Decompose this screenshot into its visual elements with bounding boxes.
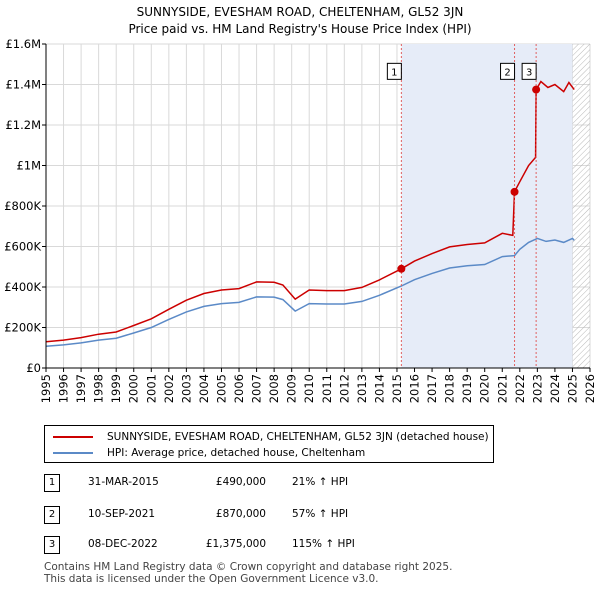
y-tick-label: £0 — [26, 361, 41, 375]
sale-hpi-delta: 57% ↑ HPI — [292, 508, 349, 520]
sale-1-point — [397, 264, 406, 273]
y-tick-label: £800K — [4, 199, 41, 213]
x-tick-label: 2010 — [302, 374, 316, 403]
price-chart: 1 2 3 £0 £200K £400K £600K £800K £1M £1.2M £1.4M £… — [4, 37, 597, 403]
x-tick-label: 1999 — [109, 374, 123, 403]
footer-copyright: Contains HM Land Registry data © Crown c… — [44, 561, 453, 573]
sale-price: £490,000 — [215, 476, 266, 488]
x-tick-label: 2002 — [162, 374, 176, 403]
sale-2-label: 2 — [504, 67, 510, 78]
x-tick-label: 2014 — [372, 374, 386, 403]
x-tick-label: 2015 — [390, 374, 404, 403]
y-tick-label: £1.4M — [5, 78, 41, 92]
hpi-series-line — [45, 237, 575, 348]
y-tick-label: £400K — [4, 280, 41, 294]
sale-2-point — [510, 187, 519, 196]
x-tick-label: 2000 — [127, 374, 141, 403]
y-tick-label: £1M — [16, 159, 41, 173]
x-tick-label: 2020 — [478, 374, 492, 403]
sale-1-label-box — [386, 62, 402, 80]
x-tick-label: 2025 — [565, 374, 579, 403]
y-tick-label: £600K — [4, 240, 41, 254]
chart-title: SUNNYSIDE, EVESHAM ROAD, CHELTENHAM, GL5… — [136, 5, 464, 19]
x-tick-label: 1997 — [74, 374, 88, 403]
property-series-line — [45, 80, 575, 343]
y-tick-label: £1.2M — [5, 118, 41, 132]
sale-hpi-delta: 115% ↑ HPI — [292, 538, 355, 550]
sale-3-label-box — [521, 62, 537, 80]
sale-1-label: 1 — [391, 67, 397, 78]
x-tick-label: 2004 — [197, 374, 211, 403]
sale-3-point — [532, 85, 541, 94]
x-tick-label: 1996 — [57, 374, 71, 403]
legend-swatch-property — [53, 435, 93, 438]
sale-price: £870,000 — [215, 508, 266, 520]
x-tick-label: 2001 — [144, 374, 158, 403]
sale-number-badge: 3 — [44, 536, 60, 554]
x-tick-label: 2026 — [583, 374, 597, 403]
x-tick-label: 2017 — [425, 374, 439, 403]
sale-price: £1,375,000 — [205, 538, 266, 550]
x-tick-label: 2007 — [250, 374, 264, 403]
chart-legend: SUNNYSIDE, EVESHAM ROAD, CHELTENHAM, GL5… — [44, 425, 494, 463]
x-tick-label: 2006 — [232, 374, 246, 403]
sale-number-badge: 1 — [44, 474, 60, 492]
x-tick-label: 2005 — [214, 374, 228, 403]
x-tick-label: 2013 — [355, 374, 369, 403]
sale-2-label-box — [500, 62, 516, 80]
x-tick-label: 2003 — [179, 374, 193, 403]
sale-date: 31-MAR-2015 — [88, 476, 159, 488]
x-tick-label: 2021 — [495, 374, 509, 403]
x-tick-label: 2018 — [443, 374, 457, 403]
x-tick-label: 2022 — [513, 374, 527, 403]
forecast-hatch — [572, 44, 590, 368]
legend-label-hpi: HPI: Average price, detached house, Chel… — [107, 446, 366, 459]
ownership-shade — [401, 44, 573, 368]
x-tick-label: 2016 — [408, 374, 422, 403]
sale-date: 10-SEP-2021 — [88, 508, 156, 520]
legend-swatch-hpi — [53, 451, 93, 454]
x-tick-label: 2024 — [548, 374, 562, 403]
y-tick-label: £200K — [4, 321, 41, 335]
sale-date: 08-DEC-2022 — [88, 538, 158, 550]
x-tick-label: 2009 — [285, 374, 299, 403]
x-tick-label: 2019 — [460, 374, 474, 403]
x-tick-label: 2008 — [267, 374, 281, 403]
y-tick-label: £1.6M — [5, 37, 41, 51]
legend-item-property: SUNNYSIDE, EVESHAM ROAD, CHELTENHAM, GL5… — [53, 429, 489, 444]
x-tick-label: 2011 — [320, 374, 334, 403]
x-tick-label: 2012 — [337, 374, 351, 403]
legend-label-property: SUNNYSIDE, EVESHAM ROAD, CHELTENHAM, GL5… — [107, 430, 489, 443]
x-tick-label: 2023 — [530, 374, 544, 403]
legend-item-hpi: HPI: Average price, detached house, Chel… — [53, 445, 365, 460]
x-tick-label: 1998 — [92, 374, 106, 403]
sale-number-badge: 2 — [44, 506, 60, 524]
sale-hpi-delta: 21% ↑ HPI — [292, 476, 349, 488]
footer-license: This data is licensed under the Open Gov… — [44, 573, 379, 585]
chart-subtitle: Price paid vs. HM Land Registry's House … — [128, 22, 472, 36]
sale-3-label: 3 — [526, 67, 532, 78]
x-tick-label: 1995 — [39, 374, 53, 403]
